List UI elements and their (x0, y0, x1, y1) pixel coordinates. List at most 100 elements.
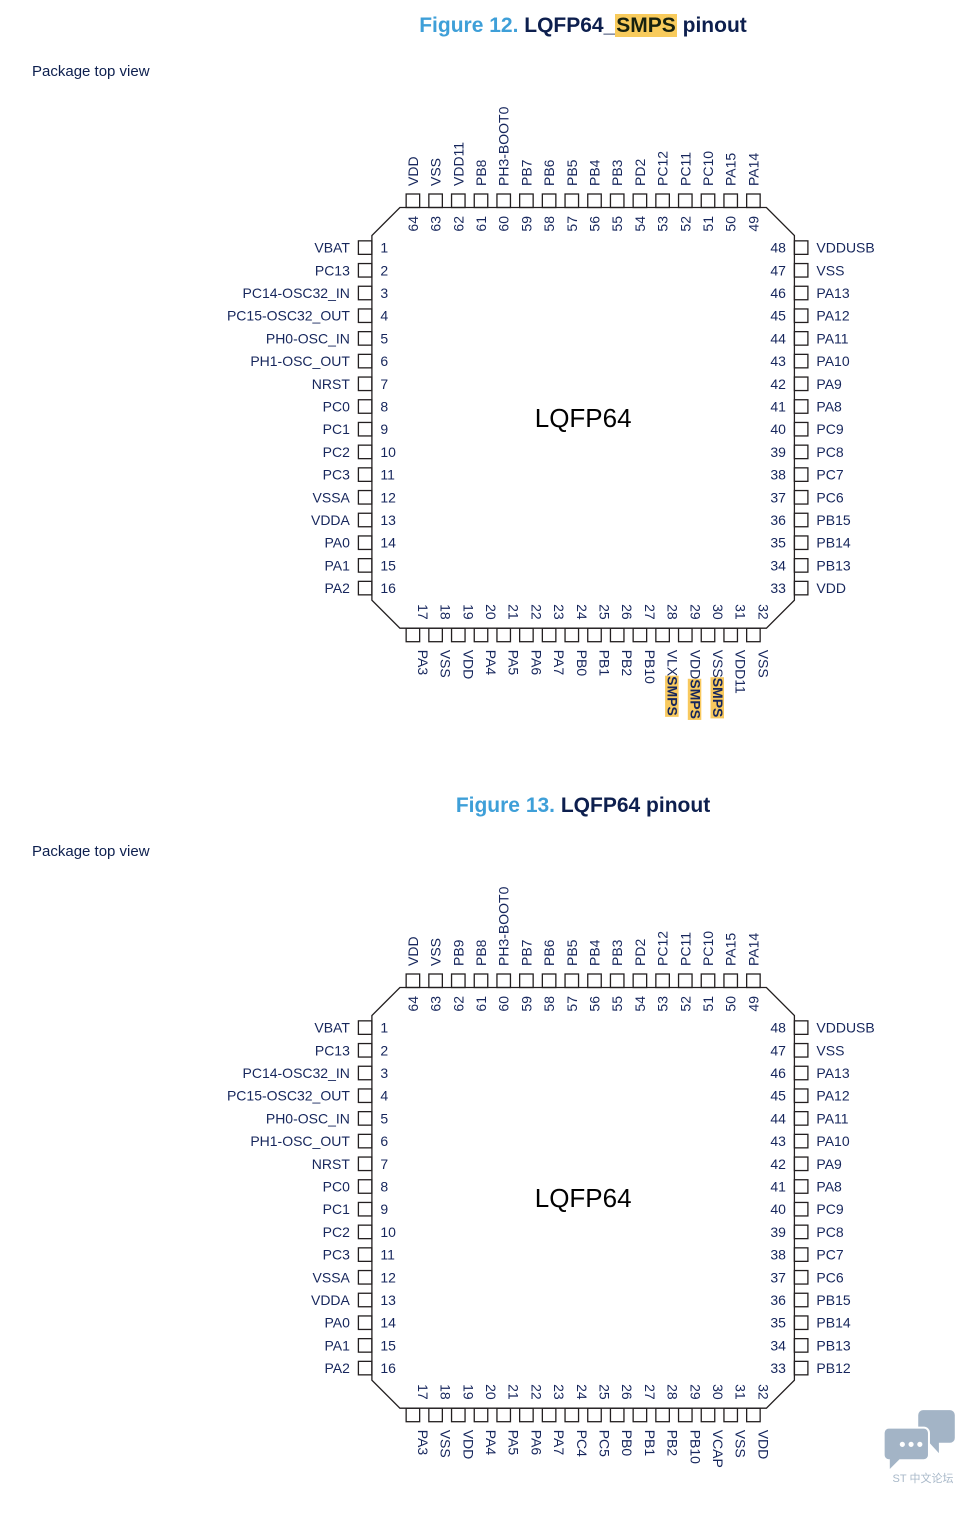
svg-text:56: 56 (587, 996, 603, 1012)
svg-text:14: 14 (380, 1315, 396, 1331)
svg-text:PH1-OSC_OUT: PH1-OSC_OUT (250, 1133, 350, 1149)
svg-text:21: 21 (506, 604, 522, 620)
svg-text:50: 50 (723, 216, 739, 232)
svg-text:61: 61 (473, 996, 489, 1012)
svg-text:20: 20 (483, 604, 499, 620)
svg-text:PB13: PB13 (816, 1337, 850, 1353)
svg-text:VDD: VDD (816, 580, 846, 596)
svg-text:31: 31 (733, 604, 749, 620)
svg-text:12: 12 (380, 1269, 396, 1285)
svg-text:33: 33 (770, 580, 786, 596)
svg-text:42: 42 (770, 1156, 786, 1172)
svg-text:PH0-OSC_IN: PH0-OSC_IN (266, 330, 350, 346)
svg-text:VSS: VSS (733, 1430, 749, 1458)
svg-text:PA3: PA3 (415, 1430, 431, 1456)
svg-text:8: 8 (380, 399, 388, 415)
svg-text:VDD11: VDD11 (733, 650, 749, 694)
svg-text:PA9: PA9 (816, 376, 842, 392)
svg-text:PA1: PA1 (324, 557, 350, 573)
svg-text:38: 38 (770, 1247, 786, 1263)
svg-text:41: 41 (770, 399, 786, 415)
svg-text:62: 62 (450, 216, 466, 232)
svg-text:PC3: PC3 (323, 467, 350, 483)
svg-text:PB2: PB2 (619, 650, 635, 677)
svg-text:PB10: PB10 (642, 650, 658, 684)
svg-text:30: 30 (710, 604, 726, 620)
svg-text:PC12: PC12 (655, 931, 671, 966)
svg-text:PH3-BOOT0: PH3-BOOT0 (496, 886, 512, 966)
svg-text:32: 32 (755, 604, 771, 620)
svg-text:45: 45 (770, 308, 786, 324)
svg-text:4: 4 (380, 308, 388, 324)
svg-text:58: 58 (541, 996, 557, 1012)
svg-text:PC7: PC7 (816, 1247, 843, 1263)
svg-text:PB14: PB14 (816, 535, 850, 551)
svg-text:VSSA: VSSA (313, 1269, 351, 1285)
svg-text:25: 25 (597, 604, 613, 620)
svg-text:PC13: PC13 (315, 1042, 350, 1058)
svg-text:PC0: PC0 (323, 1179, 350, 1195)
svg-text:44: 44 (770, 330, 786, 346)
svg-text:24: 24 (574, 1384, 590, 1400)
svg-text:PA1: PA1 (324, 1337, 350, 1353)
svg-text:VSS: VSS (438, 1430, 454, 1458)
svg-text:PA0: PA0 (324, 535, 350, 551)
svg-text:PA0: PA0 (324, 1315, 350, 1331)
svg-text:VDDA: VDDA (311, 512, 351, 528)
svg-text:18: 18 (438, 604, 454, 620)
svg-text:39: 39 (770, 444, 786, 460)
svg-text:30: 30 (710, 1384, 726, 1400)
svg-text:50: 50 (723, 996, 739, 1012)
svg-text:58: 58 (541, 216, 557, 232)
svg-text:VDD11: VDD11 (450, 142, 466, 186)
svg-text:35: 35 (770, 1315, 786, 1331)
svg-text:PC8: PC8 (816, 444, 843, 460)
svg-text:PA11: PA11 (816, 1110, 848, 1126)
svg-text:VDD: VDD (460, 650, 476, 680)
svg-text:VDDSMPS: VDDSMPS (687, 650, 703, 719)
svg-text:PC7: PC7 (816, 467, 843, 483)
svg-text:PA14: PA14 (745, 933, 761, 966)
svg-text:PB8: PB8 (473, 159, 489, 186)
svg-text:PB7: PB7 (518, 159, 534, 186)
svg-text:VSS: VSS (755, 650, 771, 678)
svg-text:57: 57 (564, 216, 580, 232)
svg-text:VBAT: VBAT (314, 240, 350, 256)
svg-text:54: 54 (632, 996, 648, 1012)
svg-text:15: 15 (380, 557, 396, 573)
svg-text:59: 59 (518, 216, 534, 232)
svg-text:PC9: PC9 (816, 1201, 843, 1217)
svg-text:PC6: PC6 (816, 489, 843, 505)
svg-text:PB8: PB8 (473, 939, 489, 966)
svg-text:PC11: PC11 (677, 152, 693, 186)
svg-text:40: 40 (770, 1201, 786, 1217)
svg-text:27: 27 (642, 1384, 658, 1400)
svg-text:PA6: PA6 (528, 650, 544, 676)
svg-text:5: 5 (380, 1110, 388, 1126)
svg-text:PB1: PB1 (642, 1430, 658, 1457)
svg-text:34: 34 (770, 1337, 786, 1353)
svg-text:41: 41 (770, 1179, 786, 1195)
svg-text:31: 31 (733, 1384, 749, 1400)
svg-text:53: 53 (655, 216, 671, 232)
svg-text:VLXSMPS: VLXSMPS (665, 650, 681, 716)
svg-text:26: 26 (619, 1384, 635, 1400)
svg-text:PB4: PB4 (587, 939, 603, 966)
svg-text:VDD: VDD (405, 156, 421, 186)
svg-text:VSSA: VSSA (313, 489, 351, 505)
svg-text:1: 1 (380, 1020, 388, 1036)
svg-text:59: 59 (518, 996, 534, 1012)
svg-text:28: 28 (665, 1384, 681, 1400)
svg-text:PC15-OSC32_OUT: PC15-OSC32_OUT (227, 1088, 350, 1104)
svg-text:PB9: PB9 (450, 939, 466, 966)
svg-text:60: 60 (496, 996, 512, 1012)
svg-text:PB2: PB2 (665, 1430, 681, 1457)
svg-text:PC15-OSC32_OUT: PC15-OSC32_OUT (227, 308, 350, 324)
svg-text:5: 5 (380, 330, 388, 346)
svg-text:36: 36 (770, 1292, 786, 1308)
svg-text:25: 25 (597, 1384, 613, 1400)
svg-text:10: 10 (380, 1224, 396, 1240)
svg-text:PA13: PA13 (816, 1065, 849, 1081)
svg-text:PB4: PB4 (587, 159, 603, 186)
svg-text:PA2: PA2 (324, 580, 350, 596)
